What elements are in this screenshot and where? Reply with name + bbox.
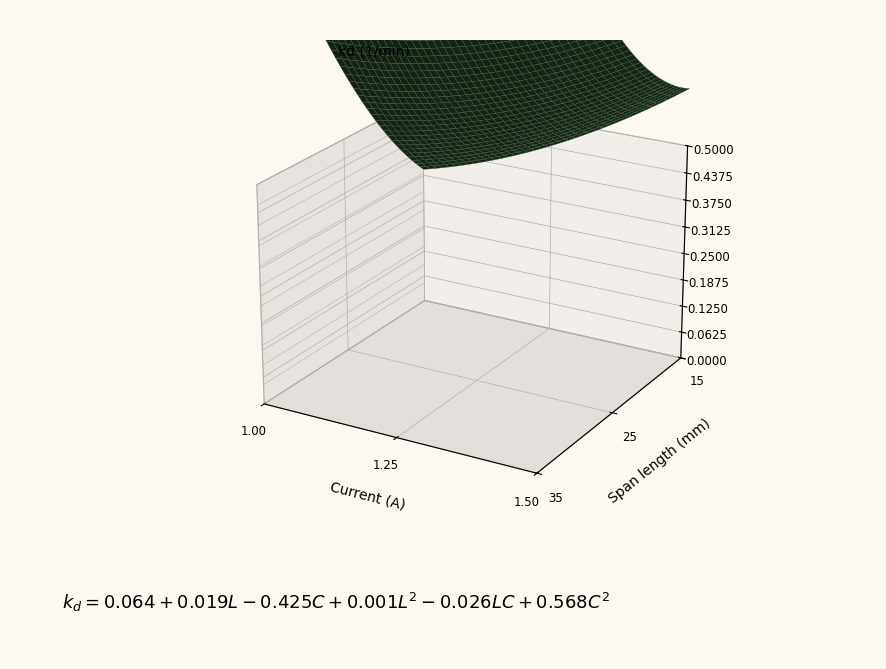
X-axis label: Current (A): Current (A) <box>329 480 407 512</box>
Y-axis label: Span length (mm): Span length (mm) <box>605 416 712 506</box>
Text: kd (1/min): kd (1/min) <box>338 45 409 59</box>
Text: $k_d = 0.064 + 0.019L - 0.425C + 0.001L^2 - 0.026LC + 0.568C^2$: $k_d = 0.064 + 0.019L - 0.425C + 0.001L^… <box>62 591 610 613</box>
